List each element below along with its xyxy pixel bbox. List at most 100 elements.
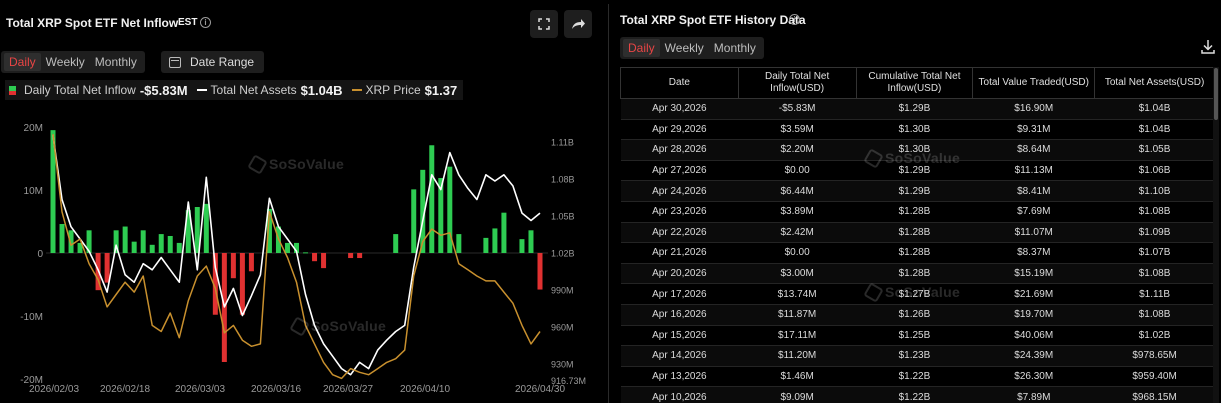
right-axis-tick-label: 1.08B [551,175,575,185]
tab-daily[interactable]: Daily [4,53,41,71]
inflow-bar [131,241,137,253]
assets-legend-swatch [196,89,207,91]
table-row[interactable]: Apr 16,2026 $11.87M $1.26B $19.70M $1.08B [620,304,1215,326]
cell-value-traded: $7.89M [972,386,1095,403]
inflow-bar [167,235,173,253]
cell-date: Apr 17,2026 [620,283,739,305]
watermark-logo: SoSoValue [289,315,386,337]
legend-assets-value: $1.04B [300,82,343,98]
col-header-cumulative-inflow[interactable]: Cumulative Total Net Inflow(USD) [855,67,974,99]
cell-daily-inflow: $3.89M [738,201,857,223]
cell-date: Apr 24,2026 [620,180,739,202]
cell-daily-inflow: $2.42M [738,222,857,244]
right-axis-tick-label: 990M [551,286,574,296]
cell-cumulative-inflow: $1.28B [856,201,973,223]
tab-weekly[interactable]: Weekly [664,41,704,55]
cell-cumulative-inflow: $1.29B [856,160,973,182]
inflow-bar [104,253,110,283]
table-row[interactable]: Apr 23,2026 $3.89M $1.28B $7.69M $1.08B [620,201,1215,223]
table-scroll-thumb[interactable] [1214,68,1218,120]
x-axis-tick-label: 2026/03/03 [175,384,225,395]
inflow-bar [483,237,489,253]
tab-weekly[interactable]: Weekly [45,55,85,69]
right-axis-tick-label: 1.11B [551,138,574,148]
cell-date: Apr 15,2026 [620,325,739,347]
col-header-net-assets[interactable]: Total Net Assets(USD) [1094,67,1215,99]
right-axis-tick-label: 1.05B [551,212,575,222]
history-period-tabs: Daily Weekly Monthly [620,37,764,59]
cell-date: Apr 14,2026 [620,345,739,367]
inflow-bar [438,178,444,253]
cell-date: Apr 21,2026 [620,242,739,264]
right-axis-tick-label: 960M [551,323,574,333]
col-header-daily-inflow[interactable]: Daily Total Net Inflow(USD) [737,67,857,99]
inflow-bar [212,253,218,315]
tab-monthly[interactable]: Monthly [713,41,756,55]
col-header-date[interactable]: Date [620,67,739,99]
col-header-value-traded[interactable]: Total Value Traded(USD) [972,67,1096,99]
cell-value-traded: $26.30M [972,366,1095,388]
cell-value-traded: $9.31M [972,119,1095,141]
inflow-bar [122,226,128,253]
table-row[interactable]: Apr 21,2026 $0.00 $1.28B $8.37M $1.07B [620,242,1215,264]
table-scrollbar[interactable] [1213,67,1219,403]
cell-net-assets: $1.08B [1094,263,1215,285]
panel-divider [608,4,609,403]
cell-value-traded: $16.90M [972,98,1095,120]
x-axis-tick-label: 2026/04/10 [400,384,450,395]
inflow-bar [266,208,272,253]
table-row[interactable]: Apr 13,2026 $1.46M $1.22B $26.30M $959.40M [620,366,1215,388]
cell-value-traded: $24.39M [972,345,1095,367]
cell-date: Apr 13,2026 [620,366,739,388]
period-tabs: Daily Weekly Monthly [1,51,145,73]
table-row[interactable]: Apr 29,2026 $3.59M $1.30B $9.31M $1.04B [620,119,1215,141]
net-assets-line [52,135,541,376]
table-row[interactable]: Apr 20,2026 $3.00M $1.28B $15.19M $1.08B [620,263,1215,285]
info-icon[interactable]: i [200,17,211,28]
table-row[interactable]: Apr 17,2026 $13.74M $1.27B $21.69M $1.11B [620,283,1215,305]
fullscreen-button[interactable] [530,10,558,38]
x-axis-tick-label: 2026/02/03 [29,384,79,395]
cell-date: Apr 30,2026 [620,98,739,120]
cell-cumulative-inflow: $1.28B [856,242,973,264]
table-row[interactable]: Apr 24,2026 $6.44M $1.29B $8.41M $1.10B [620,180,1215,202]
cell-daily-inflow: $9.09M [738,386,857,403]
cell-cumulative-inflow: $1.30B [856,119,973,141]
info-icon[interactable]: i [789,14,800,25]
x-axis-tick-label: 2026/03/16 [251,384,301,395]
inflow-bar [456,234,462,253]
cell-daily-inflow: -$5.83M [738,98,857,120]
download-icon[interactable] [1199,38,1217,56]
share-button[interactable] [564,10,592,38]
tab-daily[interactable]: Daily [623,39,660,57]
table-body: Apr 30,2026 -$5.83M $1.29B $16.90M $1.04B Apr… [620,98,1215,403]
table-row[interactable]: Apr 28,2026 $2.20M $1.30B $8.64M $1.05B [620,139,1215,161]
cell-daily-inflow: $11.20M [738,345,857,367]
watermark-logo: SoSoValue [247,153,344,175]
inflow-bar [59,224,65,253]
inflow-bar [429,145,435,253]
cell-cumulative-inflow: $1.27B [856,283,973,305]
table-row[interactable]: Apr 15,2026 $17.11M $1.25B $40.06M $1.02B [620,325,1215,347]
date-range-button[interactable]: Date Range [161,51,265,73]
inflow-bar [203,203,209,253]
inflow-chart[interactable]: 20M 10M 0 -10M -20M 1.11B 1.08B 1.05B 1.02B 990M 9… [0,103,606,403]
inflow-bar [176,242,182,253]
cell-value-traded: $40.06M [972,325,1095,347]
inflow-bar [303,252,309,254]
cell-date: Apr 22,2026 [620,222,739,244]
cell-net-assets: $1.02B [1094,325,1215,347]
table-row[interactable]: Apr 27,2026 $0.00 $1.29B $11.13M $1.06B [620,160,1215,182]
y-axis-tick-label: 20M [24,123,43,134]
tab-monthly[interactable]: Monthly [94,55,137,69]
inflow-bar [230,253,236,279]
table-row[interactable]: Apr 10,2026 $9.09M $1.22B $7.89M $968.15M [620,386,1215,403]
cell-value-traded: $19.70M [972,304,1095,326]
inflow-bar [68,230,74,253]
table-row[interactable]: Apr 14,2026 $11.20M $1.23B $24.39M $978.65M [620,345,1215,367]
cell-cumulative-inflow: $1.30B [856,139,973,161]
table-row[interactable]: Apr 22,2026 $2.42M $1.28B $11.07M $1.09B [620,222,1215,244]
share-icon [572,19,585,29]
inflow-bar [519,239,525,253]
table-row[interactable]: Apr 30,2026 -$5.83M $1.29B $16.90M $1.04B [620,98,1215,120]
